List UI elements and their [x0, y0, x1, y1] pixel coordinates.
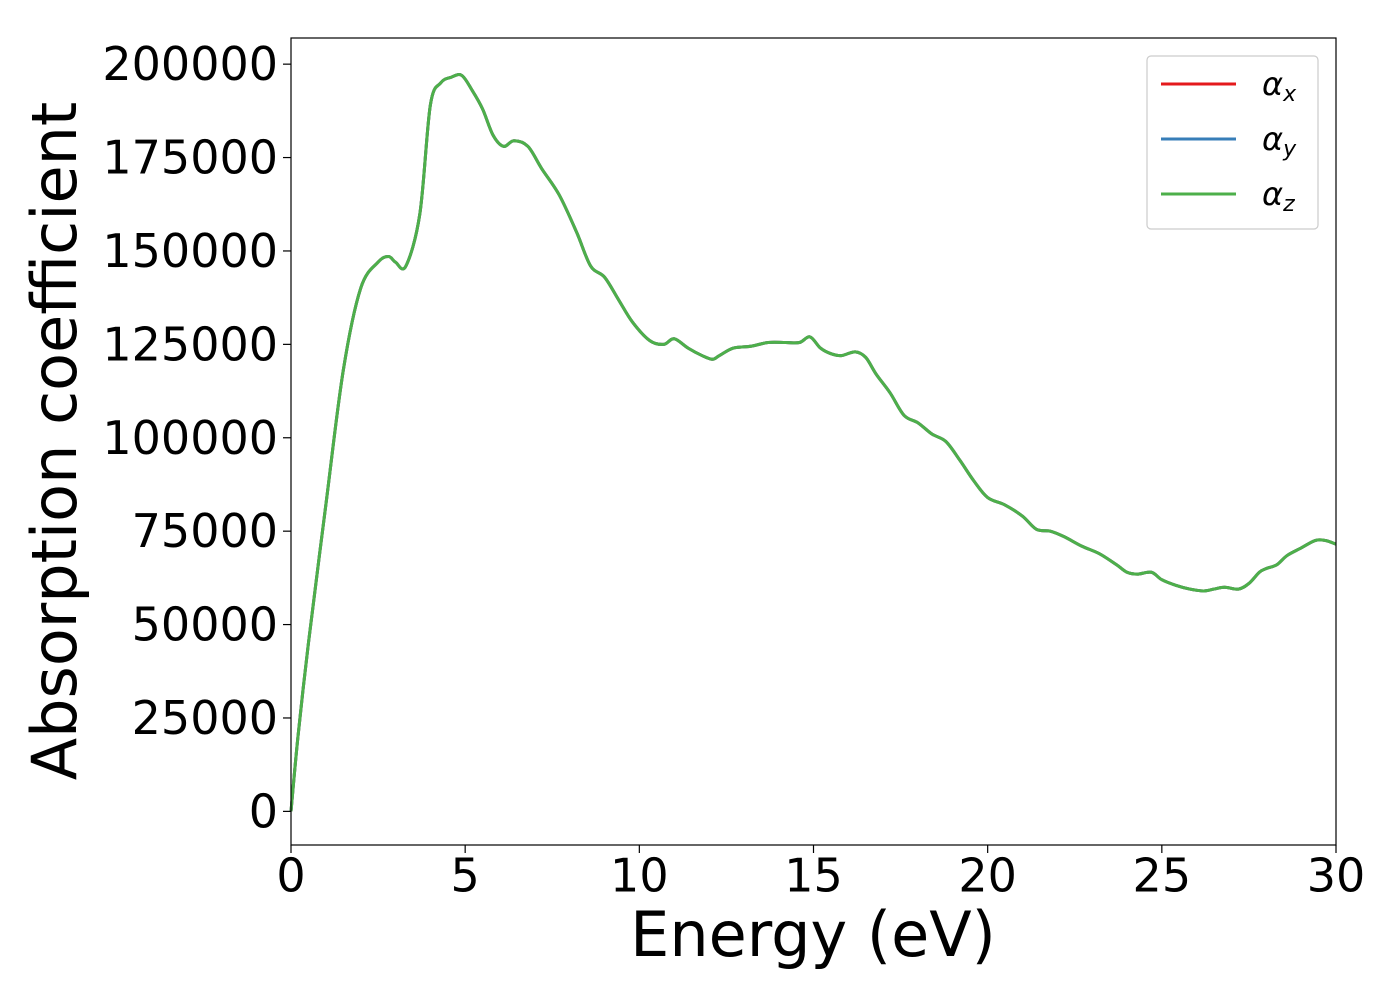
- x-tick-label: 15: [784, 848, 843, 902]
- y-tick-label: 75000: [132, 504, 278, 558]
- y-tick-label: 100000: [102, 411, 278, 465]
- y-tick-label: 50000: [132, 598, 278, 652]
- x-axis-label: Energy (eV): [630, 898, 996, 971]
- y-tick-label: 0: [249, 784, 278, 838]
- x-tick-label: 30: [1307, 848, 1366, 902]
- legend-label: αz: [1262, 175, 1295, 217]
- y-axis-label: Absorption coefficient: [18, 102, 91, 781]
- x-tick-label: 0: [276, 848, 305, 902]
- y-tick-label: 175000: [102, 131, 278, 185]
- y-tick-label: 200000: [102, 37, 278, 91]
- legend-label: αx: [1262, 65, 1297, 107]
- x-tick-label: 25: [1133, 848, 1192, 902]
- legend-label: αy: [1262, 120, 1297, 162]
- y-tick-label: 150000: [102, 224, 278, 278]
- legend: αx αy αz: [1146, 55, 1319, 230]
- ticks-layer: 0 5 10 15 20 25 30 0 25000 50000 75000 100000 125000…: [102, 37, 1365, 902]
- y-tick-label: 125000: [102, 317, 278, 371]
- x-tick-label: 5: [451, 848, 480, 902]
- x-tick-label: 20: [958, 848, 1017, 902]
- legend-frame: [1146, 55, 1319, 230]
- x-tick-label: 10: [610, 848, 669, 902]
- series-layer: [289, 73, 1337, 812]
- series-line-α-z: [289, 73, 1337, 812]
- y-tick-label: 25000: [132, 691, 278, 745]
